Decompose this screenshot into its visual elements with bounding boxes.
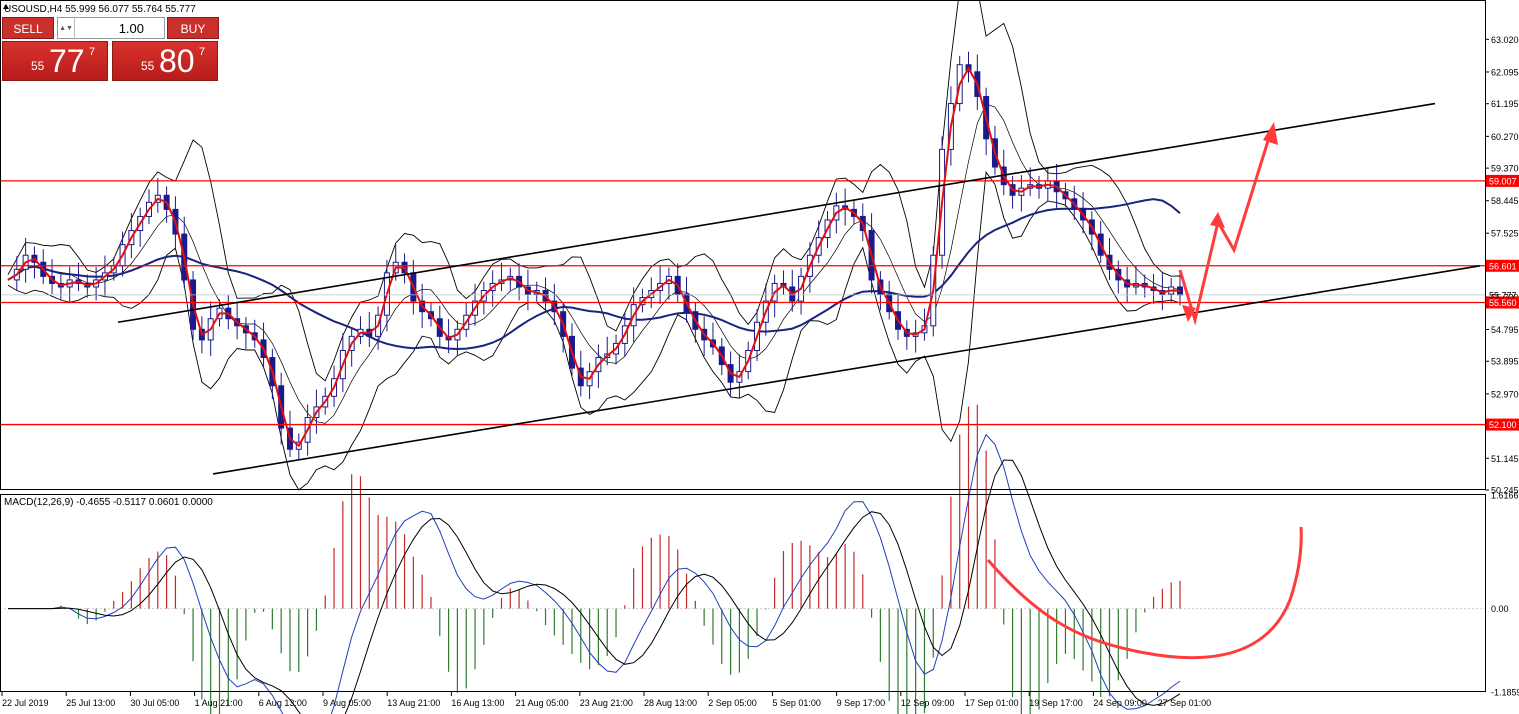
- time-axis-label: 9 Sep 17:00: [837, 698, 886, 708]
- price-axis-label: 53.895: [1491, 357, 1519, 367]
- macd-panel: [0, 404, 1485, 714]
- price-axis-label: 50.245: [1491, 486, 1519, 496]
- price-axis-label: 54.795: [1491, 325, 1519, 335]
- price-axis-label: 52.970: [1491, 389, 1519, 399]
- macd-panel-frame: [0, 494, 1486, 692]
- time-axis-label: 12 Sep 09:00: [901, 698, 955, 708]
- price-axis-label: 62.095: [1491, 67, 1519, 77]
- price-axis-label: 57.525: [1491, 229, 1519, 239]
- sell-price-button[interactable]: 55 77 7: [2, 41, 108, 81]
- slow-moving-average-line: [7, 198, 1181, 351]
- target-arrow-head-icon: [1263, 122, 1278, 145]
- level-price-label: 56.601: [1489, 261, 1517, 271]
- time-axis-label: 17 Sep 01:00: [965, 698, 1019, 708]
- time-axis-label: 23 Aug 21:00: [580, 698, 633, 708]
- main-price-panel: [0, 0, 1485, 491]
- time-axis-label: 28 Aug 13:00: [644, 698, 697, 708]
- buy-price-pip: 7: [199, 46, 206, 58]
- price-axis-label: 60.270: [1491, 132, 1519, 142]
- time-axis-label: 16 Aug 13:00: [451, 698, 504, 708]
- price-axis-label: 59.370: [1491, 164, 1519, 174]
- buy-price-button[interactable]: 55 80 7: [112, 41, 218, 81]
- sell-button[interactable]: SELL: [2, 17, 54, 39]
- buy-price-main: 80: [159, 43, 195, 79]
- time-axis-label: 30 Jul 05:00: [130, 698, 179, 708]
- main-panel-frame: [0, 0, 1486, 490]
- symbol-info: USOUSD,H4 55.999 56.077 55.764 55.777: [4, 4, 196, 15]
- level-price-tag: [1486, 259, 1519, 272]
- macd-signal-line: [8, 459, 1181, 714]
- macd-axis-label: 1.6166: [1491, 491, 1519, 501]
- bollinger-upper-band: [7, 0, 1181, 382]
- down-arrow-head-icon: [1182, 305, 1196, 322]
- price-axis-label: 58.445: [1491, 196, 1519, 206]
- time-axis-label: 21 Aug 05:00: [516, 698, 569, 708]
- time-axis-label: 6 Aug 13:00: [259, 698, 307, 708]
- channel-trendline: [117, 102, 1436, 324]
- up-arrow-head-icon: [1210, 212, 1225, 228]
- time-axis-label: 1 Aug 21:00: [195, 698, 243, 708]
- macd-projection-curve: [986, 526, 1303, 660]
- spinner-arrows-icon[interactable]: ▲▼: [58, 18, 75, 38]
- macd-info: MACD(12,26,9) -0.4655 -0.5117 0.0601 0.0…: [4, 497, 213, 508]
- sell-price-main: 77: [49, 43, 85, 79]
- time-axis-label: 22 Jul 2019: [2, 698, 49, 708]
- current-price-label: 55.777: [1489, 290, 1517, 300]
- time-axis-label: 19 Sep 17:00: [1029, 698, 1083, 708]
- price-axis-label: 61.195: [1491, 99, 1519, 109]
- level-price-tag: [1486, 174, 1519, 187]
- sell-price-pip: 7: [89, 46, 96, 58]
- time-axis-label: 25 Jul 13:00: [66, 698, 115, 708]
- fast-moving-average-line: [7, 66, 1181, 448]
- lot-size-input[interactable]: [75, 19, 164, 37]
- time-axis-label: 2 Sep 05:00: [708, 698, 757, 708]
- level-price-label: 55.560: [1489, 298, 1517, 308]
- buy-price-prefix: 55: [141, 59, 155, 73]
- macd-axis-label: 0.00: [1491, 604, 1509, 614]
- hand-drawn-arrows: [986, 122, 1303, 660]
- buy-button[interactable]: BUY: [167, 17, 219, 39]
- level-price-label: 59.007: [1489, 176, 1517, 186]
- level-price-tag: [1486, 418, 1519, 431]
- time-axis-label: 27 Sep 01:00: [1158, 698, 1212, 708]
- one-click-trading-panel: SELL ▲▼ BUY 55 77 7 55 80 7: [2, 17, 219, 81]
- lot-size-control: ▲▼: [57, 17, 165, 39]
- level-price-label: 52.100: [1489, 420, 1517, 430]
- level-price-tag: [1486, 296, 1519, 309]
- time-axis-label: 9 Aug 05:00: [323, 698, 371, 708]
- collapse-arrow-icon[interactable]: [3, 4, 9, 9]
- macd-main-line: [8, 433, 1181, 714]
- price-axis-label: 51.145: [1491, 454, 1519, 464]
- price-axis-label: 63.020: [1491, 35, 1519, 45]
- macd-axis-label: -1.1859: [1491, 688, 1519, 698]
- time-axis-label: 24 Sep 09:00: [1093, 698, 1147, 708]
- sell-price-prefix: 55: [31, 59, 45, 73]
- channel-trendline: [212, 265, 1481, 475]
- time-axis-label: 5 Sep 01:00: [772, 698, 821, 708]
- time-axis-label: 13 Aug 21:00: [387, 698, 440, 708]
